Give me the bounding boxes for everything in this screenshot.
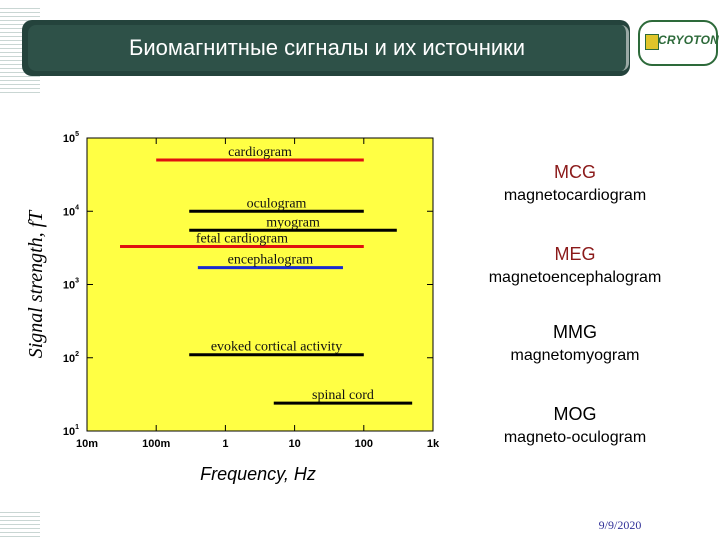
y-tick-label: 101: [63, 424, 79, 438]
slide-title: Биомагнитные сигналы и их источники: [128, 35, 526, 60]
decorative-stripes-bottom: [0, 512, 40, 540]
modality-abbr: MCG: [554, 162, 596, 182]
modality-name: magneto-oculogram: [503, 429, 647, 446]
modality-name: magnetoencephalogram: [488, 269, 662, 286]
y-tick-label: 105: [63, 131, 79, 145]
range-label: evoked cortical activity: [211, 340, 342, 355]
range-label: encephalogram: [228, 253, 314, 268]
range-label: myogram: [266, 215, 320, 230]
x-tick-label: 100m: [142, 438, 170, 450]
range-label: oculogram: [247, 196, 307, 211]
decorative-stripes-top: [0, 8, 40, 96]
range-label: cardiogram: [228, 145, 292, 160]
x-tick-label: 100: [355, 438, 373, 450]
y-tick-label: 104: [63, 204, 79, 218]
x-tick-label: 10: [288, 438, 300, 450]
logo-text: CRYOTON: [658, 33, 719, 47]
range-label: spinal cord: [312, 388, 374, 403]
modality-mmg: MMG magnetomyogram: [460, 322, 690, 365]
x-axis-label: Frequency, Hz: [200, 464, 316, 484]
cryoton-logo: CRYOTON: [638, 20, 719, 66]
modality-name: magnetomyogram: [510, 347, 640, 364]
title-panel: [28, 25, 629, 71]
y-axis-label: Signal strength, fT: [25, 209, 47, 358]
range-label: fetal cardiogram: [196, 232, 288, 247]
modality-name: magnetocardiogram: [503, 187, 647, 204]
plot-area: [86, 137, 434, 432]
y-tick-label: 102: [63, 351, 79, 365]
modality-abbr: MEG: [554, 244, 596, 264]
modality-abbr: MMG: [553, 322, 597, 342]
modality-meg: MEG magnetoencephalogram: [460, 244, 690, 287]
x-tick-label: 1: [222, 438, 228, 450]
x-tick-label: 10m: [76, 438, 98, 450]
logo-mark-icon: [645, 34, 659, 50]
y-tick-label: 103: [63, 278, 79, 292]
x-tick-label: 1k: [427, 438, 440, 450]
modality-mog: MOG magneto-oculogram: [460, 404, 690, 447]
slide-date: 9/9/2020: [598, 518, 642, 532]
modality-abbr: MOG: [553, 404, 597, 424]
modality-mcg: MCG magnetocardiogram: [460, 162, 690, 205]
